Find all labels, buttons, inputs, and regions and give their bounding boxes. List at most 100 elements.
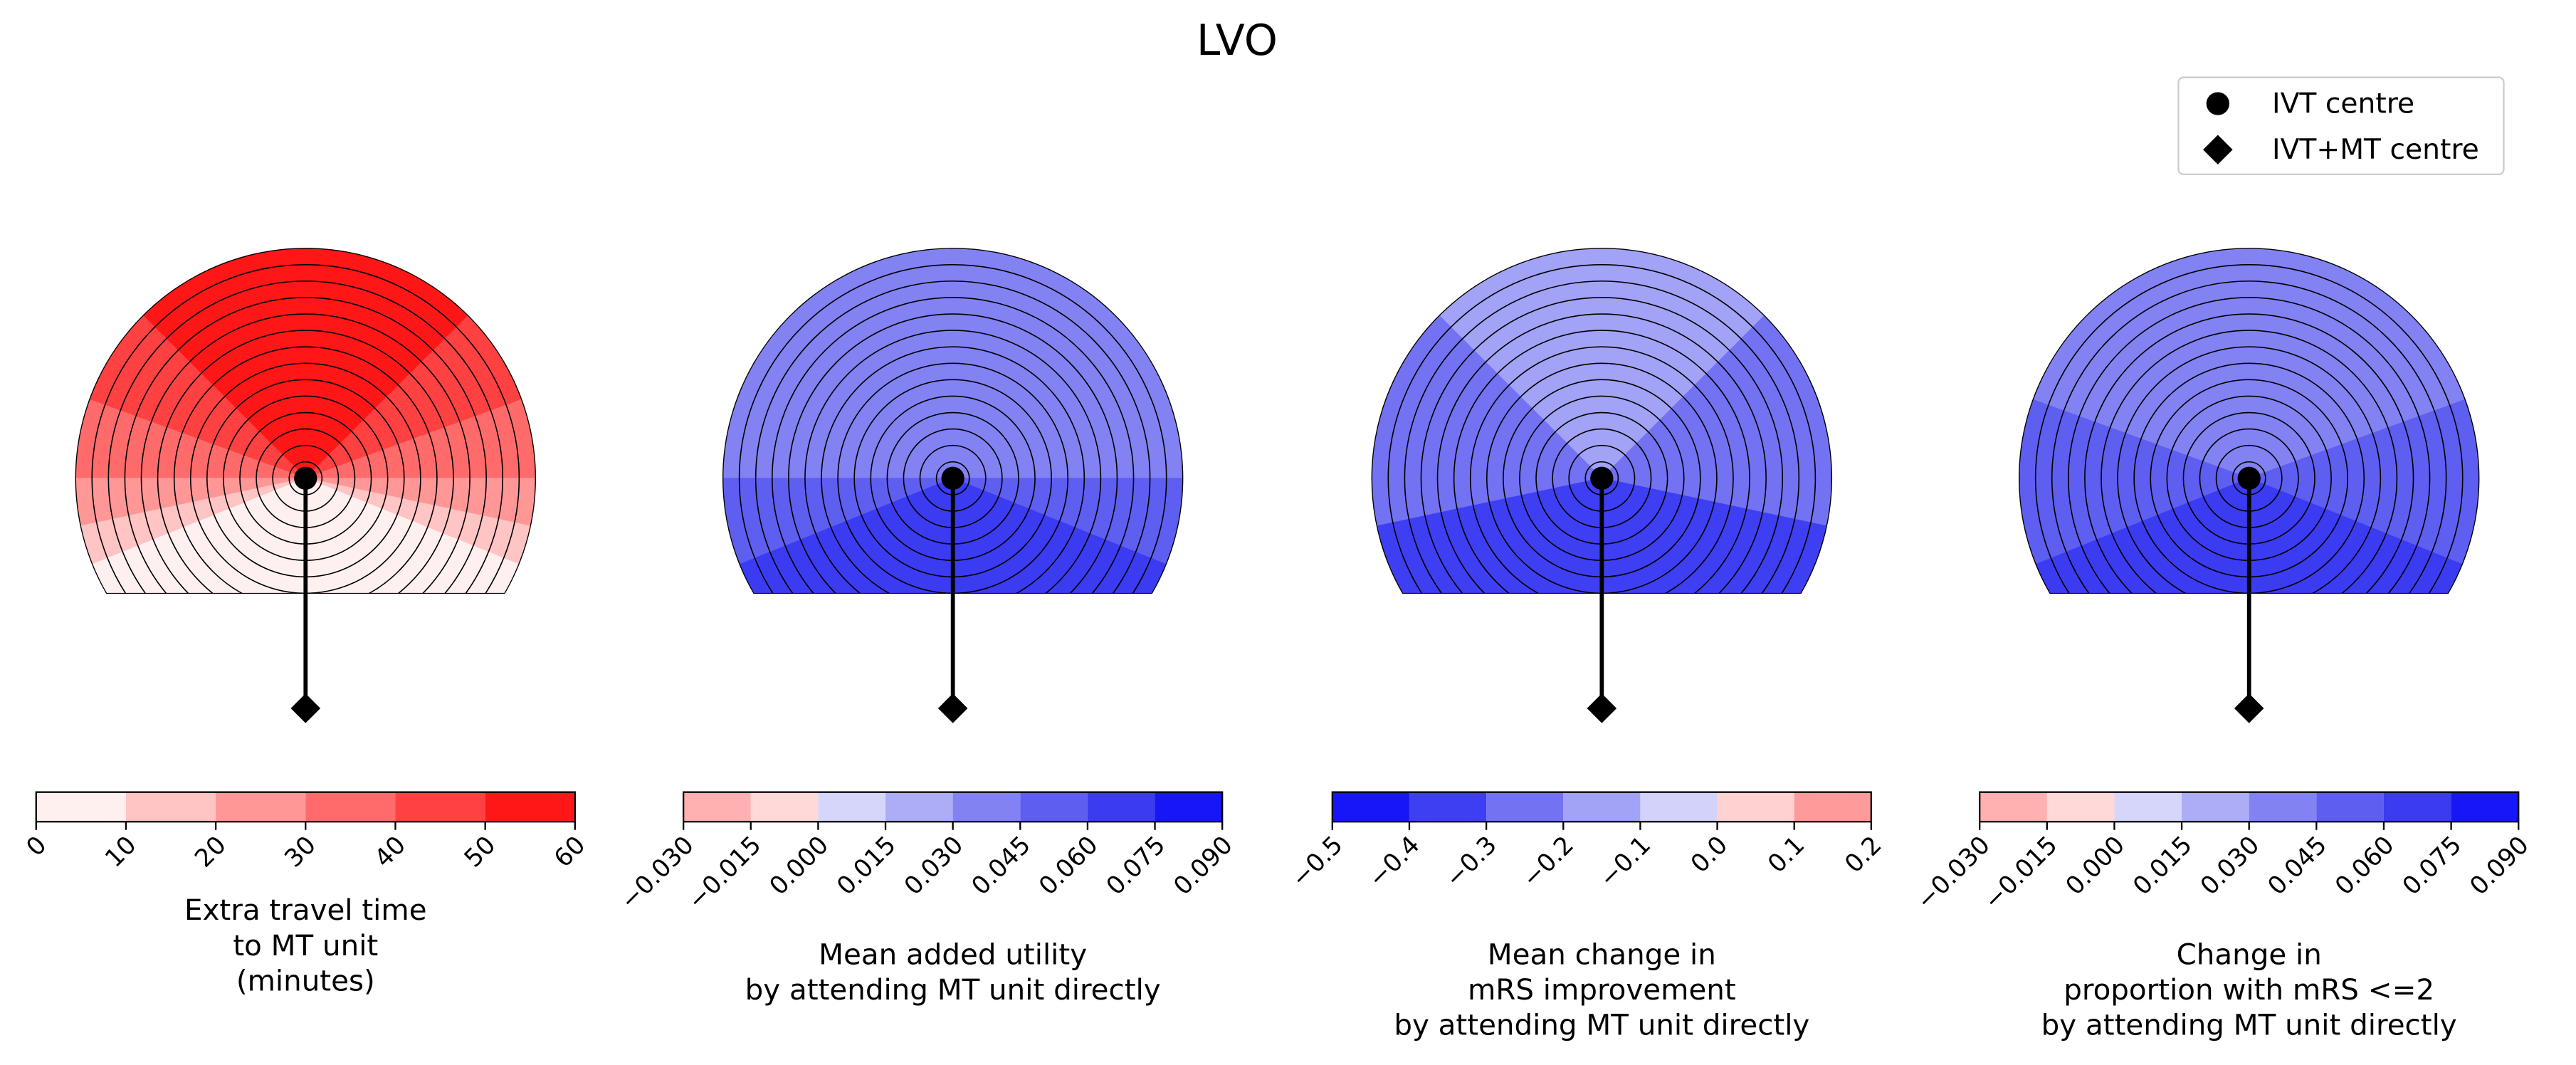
sector bbox=[2249, 253, 2479, 479]
sector bbox=[1602, 478, 1832, 594]
colorbar-tick-label: 40 bbox=[369, 831, 411, 873]
mt-diamond bbox=[937, 693, 968, 723]
sector bbox=[952, 478, 1183, 594]
outline bbox=[722, 248, 1184, 594]
ring bbox=[1469, 346, 1734, 594]
legend-label: IVT+MT centre bbox=[2272, 134, 2479, 166]
mt-diamond bbox=[290, 693, 321, 723]
sector bbox=[952, 248, 1183, 479]
colorbar-tick-label: 20 bbox=[189, 831, 231, 873]
mt-diamond bbox=[1587, 693, 1617, 723]
colorbar-tick-label: 30 bbox=[280, 831, 322, 873]
ring bbox=[804, 330, 1102, 594]
ring bbox=[837, 362, 1069, 594]
sector bbox=[2019, 478, 2249, 594]
colorbar-tick-label: 0.075 bbox=[2397, 831, 2467, 901]
colorbar-tick-label: −0.5 bbox=[1286, 831, 1349, 893]
sector bbox=[722, 478, 953, 594]
ring bbox=[788, 313, 1118, 594]
ring bbox=[2051, 280, 2447, 594]
sector bbox=[722, 478, 953, 594]
legend-label: IVT centre bbox=[2272, 88, 2414, 120]
sector bbox=[1602, 478, 1832, 594]
colorbar-bin bbox=[1563, 792, 1641, 822]
ring bbox=[771, 297, 1135, 594]
sector bbox=[75, 253, 306, 479]
colorbar-label: to MT unit bbox=[233, 929, 378, 962]
sector bbox=[1372, 248, 1602, 480]
mt-diamond bbox=[2234, 693, 2264, 723]
colorbar-tick-label: 0.0 bbox=[1686, 831, 1733, 878]
colorbar-tick-label: 0.1 bbox=[1762, 831, 1810, 878]
sector bbox=[305, 253, 536, 479]
colorbar-bin bbox=[305, 792, 396, 822]
colorbar-tick-label: 0.030 bbox=[899, 831, 969, 901]
sector bbox=[305, 478, 536, 594]
colorbar-bin bbox=[2316, 792, 2384, 822]
sector bbox=[75, 248, 306, 480]
ivt-dot bbox=[1590, 466, 1614, 490]
colorbar-label: by attending MT unit directly bbox=[2041, 1009, 2457, 1042]
colorbar-tick-label: 0.090 bbox=[2465, 831, 2535, 901]
colorbar-bin bbox=[395, 792, 485, 822]
colorbar-bin bbox=[683, 792, 751, 822]
sector bbox=[2019, 248, 2250, 479]
sector bbox=[1372, 248, 1602, 479]
ring bbox=[157, 330, 454, 594]
colorbar-bin bbox=[1332, 792, 1409, 822]
colorbar-bin bbox=[750, 792, 819, 822]
sector bbox=[722, 253, 953, 479]
colorbar-frame bbox=[1979, 791, 2520, 823]
ring bbox=[1486, 362, 1718, 594]
colorbar-tick-label: −0.030 bbox=[615, 831, 700, 916]
colorbar-tick-label: 0.045 bbox=[2263, 831, 2333, 901]
ring bbox=[91, 263, 520, 594]
sector bbox=[2249, 478, 2479, 594]
legend-dot bbox=[2206, 92, 2230, 115]
sector bbox=[305, 248, 536, 480]
ring bbox=[2101, 330, 2398, 594]
colorbar-tick-label: 0.030 bbox=[2195, 831, 2265, 901]
colorbar-bin bbox=[1087, 792, 1155, 822]
colorbar-tick-label: 0 bbox=[21, 831, 53, 862]
colorbar-tick-label: 0.045 bbox=[967, 831, 1036, 901]
sector bbox=[1602, 253, 1832, 479]
colorbar-label: Extra travel time bbox=[184, 893, 427, 927]
semicircle bbox=[75, 248, 536, 594]
colorbar-bin bbox=[818, 792, 886, 822]
colorbar-bin bbox=[1155, 792, 1223, 822]
colorbar-bin bbox=[1640, 792, 1718, 822]
colorbar-tick-label: 10 bbox=[100, 831, 142, 873]
ring bbox=[173, 346, 438, 594]
colorbar-tick-label: 0.015 bbox=[831, 831, 901, 901]
ring bbox=[2084, 313, 2414, 594]
sector bbox=[952, 248, 1183, 480]
colorbar-bin bbox=[1717, 792, 1794, 822]
ivt-dot bbox=[941, 466, 964, 490]
ring bbox=[2117, 346, 2382, 594]
colorbar-tick-label: −0.030 bbox=[1911, 831, 1996, 916]
ring bbox=[189, 362, 421, 594]
colorbar-bin bbox=[216, 792, 306, 822]
colorbar-label: Mean added utility bbox=[819, 938, 1087, 971]
colorbar-bin bbox=[2383, 792, 2451, 822]
colorbar-label: by attending MT unit directly bbox=[745, 973, 1161, 1007]
colorbar-tick-label: 0.060 bbox=[2330, 831, 2399, 901]
colorbar-bin bbox=[885, 792, 953, 822]
colorbar-bin bbox=[2046, 792, 2115, 822]
sector bbox=[952, 253, 1183, 479]
ivt-dot bbox=[2237, 466, 2261, 490]
colorbar-bin bbox=[2182, 792, 2249, 822]
colorbar-frame bbox=[1331, 791, 1873, 823]
ring bbox=[2034, 263, 2464, 594]
colorbar-tick-label: 0.075 bbox=[1101, 831, 1171, 901]
sector bbox=[1372, 253, 1602, 479]
colorbar-bin bbox=[2249, 792, 2317, 822]
sector bbox=[305, 478, 536, 594]
colorbar-tick-label: −0.015 bbox=[683, 831, 767, 916]
ring bbox=[821, 346, 1085, 594]
colorbar-tick-label: 60 bbox=[549, 831, 591, 873]
colorbar-label: Mean change in bbox=[1488, 938, 1716, 971]
legend-box bbox=[2177, 76, 2505, 176]
